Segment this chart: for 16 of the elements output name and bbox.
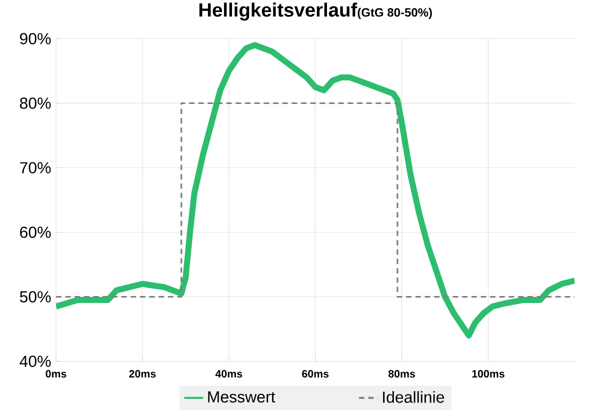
y-tick-label: 40% [20, 356, 51, 367]
x-tick-label: 20ms [129, 370, 156, 378]
y-tick-label: 80% [20, 98, 51, 109]
legend-label: Ideallinie [383, 391, 444, 403]
x-tick-label: 80ms [388, 370, 415, 378]
x-tick-label: 100ms [472, 370, 504, 378]
y-tick-label: 60% [20, 226, 51, 238]
x-tick-label: 0ms [46, 370, 66, 378]
legend-label: Messwert [208, 391, 276, 403]
y-tick-label: 90% [20, 33, 51, 44]
chart-title: Helligkeitsverlauf [199, 2, 358, 21]
y-tick-label: 50% [20, 291, 51, 302]
chart-subtitle: (GtG 80-50%) [358, 8, 432, 20]
x-tick-label: 60ms [302, 370, 329, 378]
y-tick-label: 70% [20, 162, 51, 174]
x-tick-label: 40ms [215, 370, 242, 378]
